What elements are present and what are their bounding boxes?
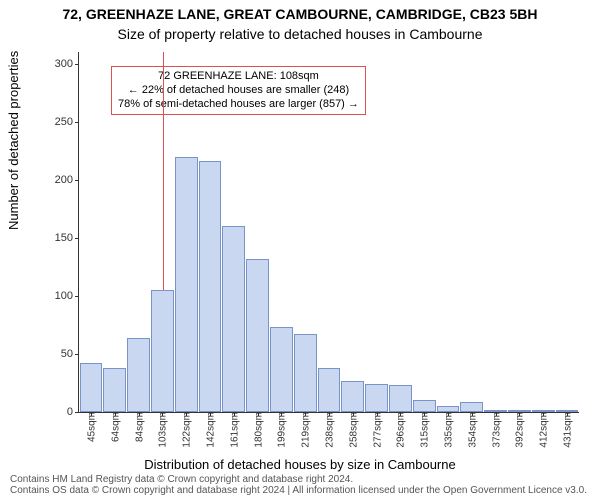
x-axis-label: Distribution of detached houses by size … (0, 457, 600, 472)
x-tick-mark (543, 412, 544, 416)
x-tick-mark (258, 412, 259, 416)
x-tick-mark (305, 412, 306, 416)
x-tick-label: 392sqm (513, 412, 526, 448)
histogram-bar (389, 385, 412, 412)
x-tick-label: 161sqm (227, 412, 240, 448)
x-tick-mark (210, 412, 211, 416)
x-tick-mark (377, 412, 378, 416)
x-tick-label: 431sqm (561, 412, 574, 448)
x-tick-label: 277sqm (370, 412, 383, 448)
y-tick-mark (75, 238, 79, 239)
x-tick-label: 373sqm (489, 412, 502, 448)
y-axis-label: Number of detached properties (6, 51, 21, 230)
annotation-line: 72 GREENHAZE LANE: 108sqm (118, 70, 359, 84)
x-tick-label: 238sqm (323, 412, 336, 448)
x-tick-mark (519, 412, 520, 416)
annotation-line: ← 22% of detached houses are smaller (24… (118, 84, 359, 98)
x-tick-mark (472, 412, 473, 416)
x-tick-label: 412sqm (537, 412, 550, 448)
footer-line-1: Contains HM Land Registry data © Crown c… (10, 474, 587, 485)
x-tick-label: 335sqm (442, 412, 455, 448)
x-tick-mark (234, 412, 235, 416)
annotation-box: 72 GREENHAZE LANE: 108sqm← 22% of detach… (111, 66, 366, 115)
histogram-bar (413, 400, 436, 412)
histogram-bar (127, 338, 150, 412)
histogram-bar (318, 368, 341, 412)
x-tick-label: 84sqm (132, 412, 145, 442)
x-tick-mark (329, 412, 330, 416)
y-tick-mark (75, 64, 79, 65)
plot-area: 72 GREENHAZE LANE: 108sqm← 22% of detach… (78, 52, 579, 413)
chart-root: 72, GREENHAZE LANE, GREAT CAMBOURNE, CAM… (0, 0, 600, 500)
x-tick-mark (186, 412, 187, 416)
histogram-bar (270, 327, 293, 412)
histogram-bar (199, 161, 222, 412)
y-tick-mark (75, 354, 79, 355)
x-tick-label: 296sqm (394, 412, 407, 448)
x-tick-mark (281, 412, 282, 416)
x-tick-mark (139, 412, 140, 416)
x-tick-mark (115, 412, 116, 416)
x-tick-label: 199sqm (275, 412, 288, 448)
histogram-bar (460, 402, 483, 412)
x-tick-mark (353, 412, 354, 416)
y-tick-mark (75, 412, 79, 413)
x-tick-label: 122sqm (180, 412, 193, 448)
histogram-bar (246, 259, 269, 412)
footer-attribution: Contains HM Land Registry data © Crown c… (10, 474, 587, 496)
histogram-bar (175, 157, 198, 412)
x-tick-mark (448, 412, 449, 416)
footer-line-2: Contains OS data © Crown copyright and d… (10, 485, 587, 496)
x-tick-label: 103sqm (156, 412, 169, 448)
x-tick-label: 354sqm (465, 412, 478, 448)
y-tick-mark (75, 122, 79, 123)
title-line-1: 72, GREENHAZE LANE, GREAT CAMBOURNE, CAM… (0, 6, 600, 22)
x-tick-label: 180sqm (251, 412, 264, 448)
x-tick-label: 219sqm (299, 412, 312, 448)
x-tick-mark (400, 412, 401, 416)
histogram-bar (80, 363, 103, 412)
x-tick-label: 258sqm (346, 412, 359, 448)
histogram-bar (222, 226, 245, 412)
histogram-bar (151, 290, 174, 412)
x-tick-label: 142sqm (203, 412, 216, 448)
histogram-bar (103, 368, 126, 412)
x-tick-label: 45sqm (84, 412, 97, 442)
y-tick-mark (75, 180, 79, 181)
x-tick-mark (496, 412, 497, 416)
x-tick-mark (91, 412, 92, 416)
histogram-bar (294, 334, 317, 412)
histogram-bar (365, 384, 388, 412)
x-tick-mark (567, 412, 568, 416)
x-tick-mark (162, 412, 163, 416)
histogram-bar (341, 381, 364, 412)
x-tick-label: 315sqm (418, 412, 431, 448)
annotation-line: 78% of semi-detached houses are larger (… (118, 98, 359, 112)
title-line-2: Size of property relative to detached ho… (0, 26, 600, 42)
x-tick-mark (424, 412, 425, 416)
y-tick-mark (75, 296, 79, 297)
x-tick-label: 64sqm (108, 412, 121, 442)
